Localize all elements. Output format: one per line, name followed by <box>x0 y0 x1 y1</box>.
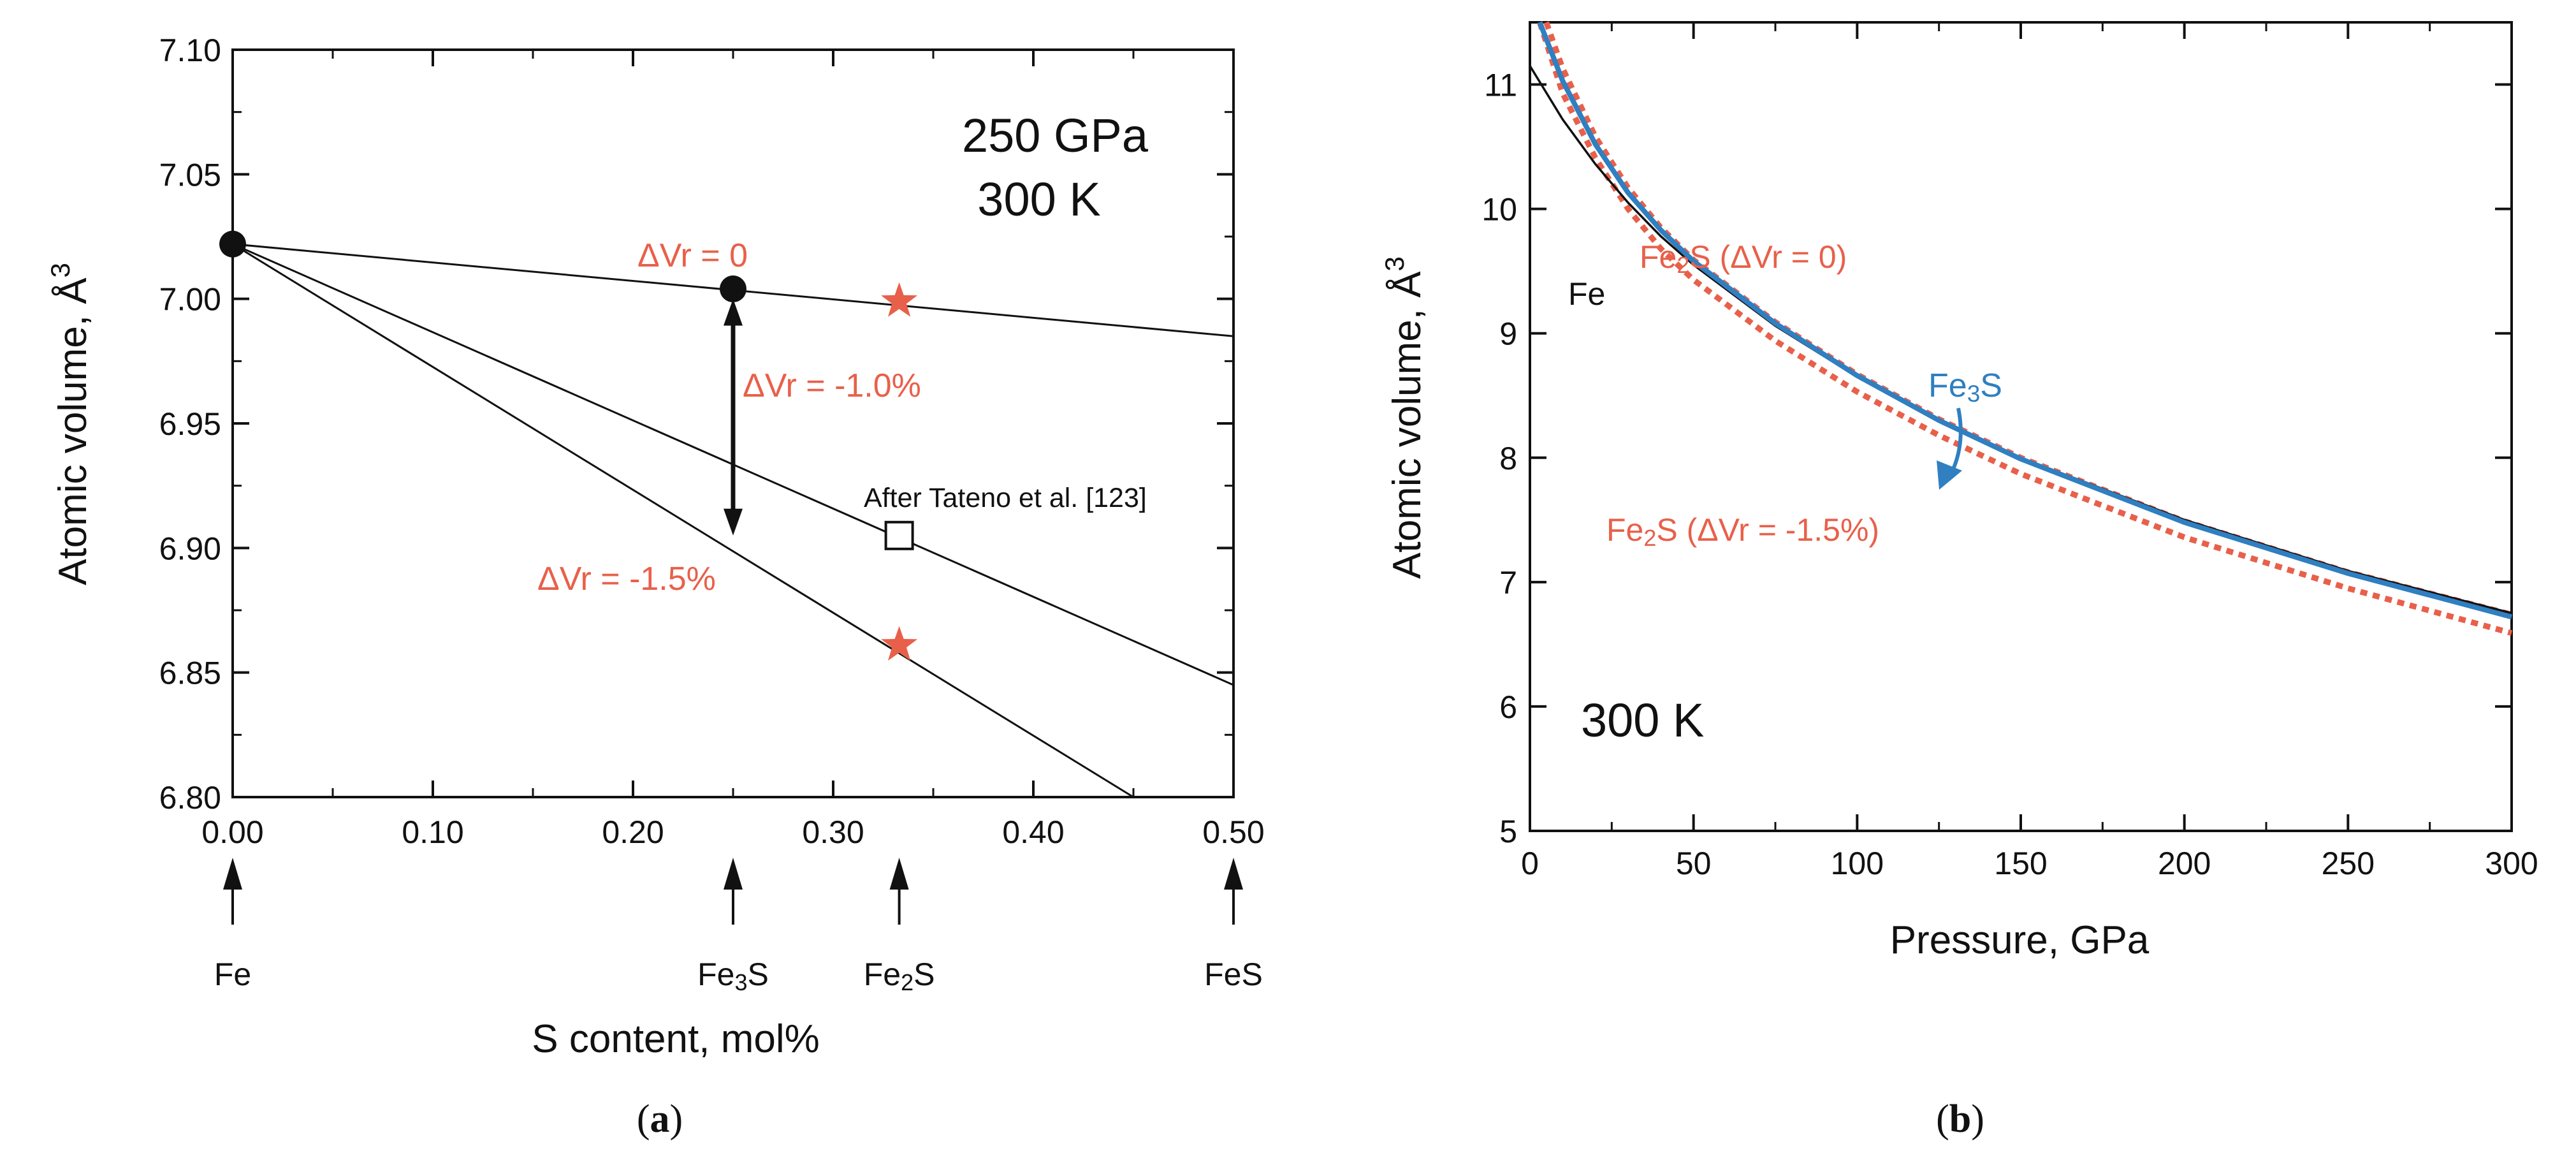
panel-a-y-tick-label: 6.80 <box>159 780 221 816</box>
label-fe3s: Fe3S <box>1928 367 2002 407</box>
panel-b-x-tick-label: 250 <box>2322 846 2375 881</box>
fe3s-pointer-arrow <box>1937 407 1963 490</box>
label-fe2s-dvr0: Fe2S (ΔVr = 0) <box>1640 239 1847 278</box>
panel-a-y-axis-label: Atomic volume, Å3 <box>45 263 95 585</box>
panel-b-x-tick-label: 0 <box>1521 846 1539 881</box>
panel-a-y-tick-label: 6.95 <box>159 406 221 442</box>
compound-fes: FeS <box>1204 858 1263 992</box>
panel-a-y-tick-label: 7.10 <box>159 33 221 68</box>
marker-tateno <box>884 520 914 550</box>
panel-b-y-ticks: 5 6 7 8 9 10 11 <box>1481 68 2512 849</box>
marker-fe <box>219 230 246 258</box>
marker-fe2s-dvr-1-5 <box>881 626 918 661</box>
compound-fe2s: Fe2S <box>864 858 935 995</box>
svg-text:FeS: FeS <box>1204 957 1263 992</box>
panel-a-x-tick-label: 0.30 <box>802 814 864 850</box>
panel-a-y-axis-unit-sup: 3 <box>45 263 75 277</box>
annotation-dvr-1-5: ΔVr = -1.5% <box>537 561 716 597</box>
panel-a-y-tick-label: 7.00 <box>159 282 221 318</box>
panel-b-x-tick-label: 200 <box>2158 846 2211 881</box>
panel-b-x-tick-label: 50 <box>1676 846 1712 881</box>
panel-a-caption: (a) <box>637 1097 683 1141</box>
panel-b-y-axis-unit-sup: 3 <box>1379 256 1409 271</box>
svg-text:Fe3S: Fe3S <box>697 957 769 995</box>
compound-fe: Fe <box>214 858 251 992</box>
panel-a-x-tick-label: 0.20 <box>602 814 664 850</box>
curve-fe2s-dvr-1-5 <box>1537 21 2513 636</box>
panel-a-x-axis-label: S content, mol% <box>532 1017 819 1061</box>
panel-b-x-tick-label: 150 <box>1994 846 2047 881</box>
panel-a-x-tick-label: 0.10 <box>402 814 463 850</box>
panel-a-markers <box>219 230 918 661</box>
panel-b-y-tick-label: 11 <box>1484 68 1517 103</box>
panel-b-y-tick-label: 7 <box>1499 565 1517 601</box>
compound-markers: Fe Fe3S Fe2S FeS <box>214 858 1263 995</box>
panel-a-y-tick-label: 6.90 <box>159 531 221 566</box>
panel-a-title-line-1: 250 GPa <box>962 109 1149 162</box>
annotation-tateno: After Tateno et al. [123] <box>864 483 1147 513</box>
panel-a-chart: 0.00 0.10 0.20 0.30 0.40 0.50 6.80 6.85 6.90 6.9… <box>45 33 1265 1141</box>
panel-b-y-tick-label: 8 <box>1499 441 1517 476</box>
marker-fe3s <box>720 275 746 303</box>
compound-fe3s: Fe3S <box>697 858 769 995</box>
panel-a-x-tick-label: 0.00 <box>201 814 263 850</box>
panel-b-title: 300 K <box>1581 694 1704 747</box>
panel-b-curves <box>1529 21 2513 636</box>
panel-a-title-line-2: 300 K <box>977 173 1100 226</box>
panel-a-x-tick-label: 0.50 <box>1202 814 1264 850</box>
panel-a-x-tick-label: 0.40 <box>1002 814 1064 850</box>
delta-vr-double-arrow <box>724 298 743 536</box>
panel-b-x-tick-label: 100 <box>1831 846 1884 881</box>
panel-b-y-tick-label: 10 <box>1481 192 1517 228</box>
panel-a-x-ticks: 0.00 0.10 0.20 0.30 0.40 0.50 <box>201 50 1265 850</box>
panel-a-y-tick-label: 6.85 <box>159 656 221 691</box>
label-fe2s-dvr-1-5: Fe2S (ΔVr = -1.5%) <box>1606 512 1879 551</box>
label-fe: Fe <box>1568 276 1605 312</box>
panel-b-y-axis-label: Atomic volume, Å3 <box>1379 256 1429 579</box>
panel-b-y-tick-label: 9 <box>1499 316 1517 352</box>
panel-b-y-tick-label: 6 <box>1499 689 1517 725</box>
panel-b-x-axis-label: Pressure, GPa <box>1890 918 2150 962</box>
panel-b-caption: (b) <box>1936 1097 1984 1141</box>
panel-b-chart: 0 50 100 150 200 250 300 5 6 7 8 9 10 11 300 K Fe Fe… <box>1379 21 2538 1141</box>
curve-fe3s <box>1537 21 2513 620</box>
panel-a-y-tick-label: 7.05 <box>159 157 221 193</box>
annotation-dvr-0: ΔVr = 0 <box>637 237 748 274</box>
svg-text:Fe: Fe <box>214 957 251 992</box>
svg-text:Fe2S: Fe2S <box>864 957 935 995</box>
panel-b-x-ticks: 0 50 100 150 200 250 300 <box>1521 22 2538 881</box>
panel-b-x-tick-label: 300 <box>2485 846 2538 881</box>
annotation-dvr-1-0: ΔVr = -1.0% <box>743 367 921 404</box>
marker-fe2s-dvr-0 <box>881 282 918 317</box>
panel-b-y-tick-label: 5 <box>1499 814 1517 849</box>
line-dvr-1-5 <box>232 243 1134 798</box>
compound-fe-label: Fe <box>214 957 251 992</box>
panel-a-y-ticks: 6.80 6.85 6.90 6.95 7.00 7.05 7.10 <box>159 33 1233 816</box>
